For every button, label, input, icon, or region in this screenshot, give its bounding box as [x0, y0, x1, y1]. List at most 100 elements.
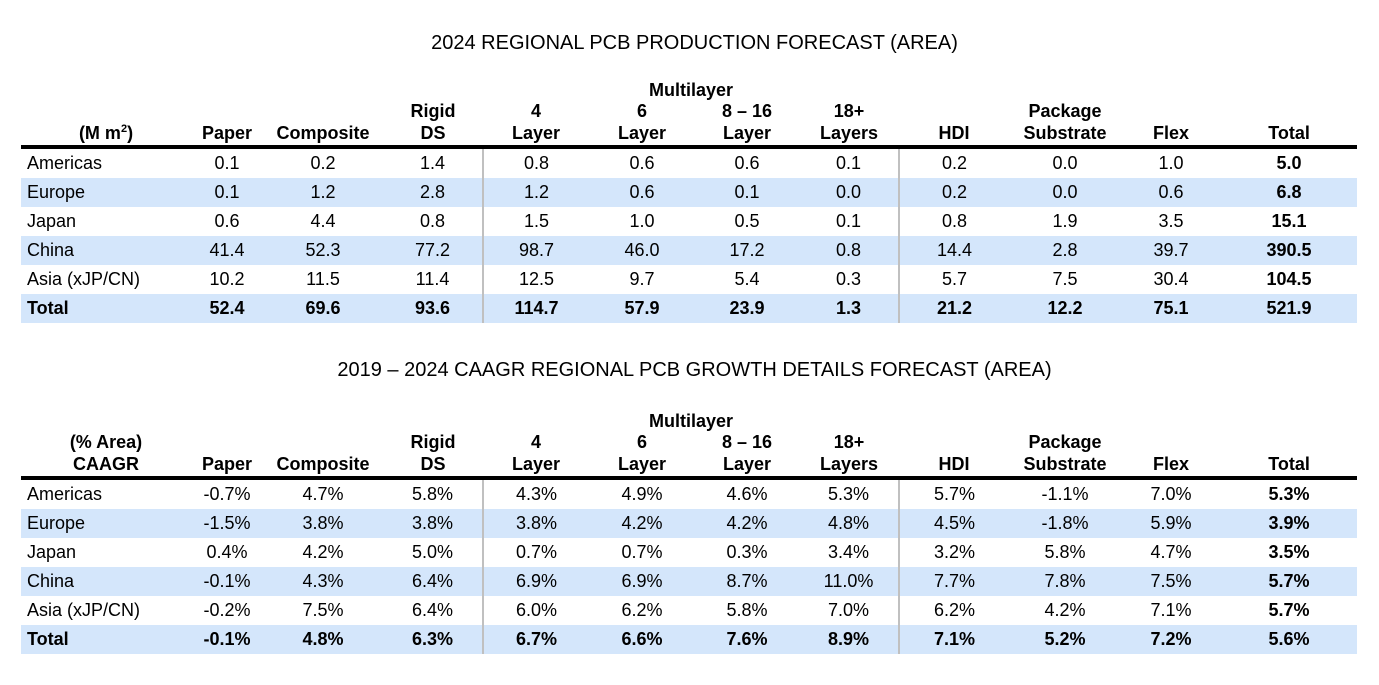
cell-rigid-ds: 5.0% [411, 542, 454, 562]
cell-rigid-ds: 5.8% [411, 484, 454, 504]
column-header-rigid-ds-line1: Rigid [410, 432, 456, 452]
cell-total: 3.9% [1221, 509, 1358, 538]
cell-8-16-layer: 4.2% [695, 509, 799, 538]
cell-composite: 4.4 [310, 211, 336, 231]
cell-8-16-layer: 7.6% [695, 625, 799, 654]
cell-rigid-ds: 77.2 [383, 236, 483, 265]
unit-label-close: ) [127, 123, 134, 143]
cell-hdi: 21.2 [898, 294, 1010, 323]
cell-package-substrate: 0.0 [1009, 178, 1122, 207]
cell-18-layers: 0.1 [836, 211, 862, 231]
column-header-flex-line1 [1121, 431, 1221, 453]
cell-paper: -0.1% [191, 625, 263, 654]
column-header-total-line1 [1221, 100, 1357, 122]
cell-8-16-layer: 17.2 [695, 236, 799, 265]
unit-label-superscript: 2 [120, 123, 128, 135]
cell-4-layer: 12.5 [482, 265, 589, 294]
cell-total: 5.3% [1268, 484, 1310, 504]
column-header-total: Total [1221, 122, 1358, 149]
cell-flex: 39.7 [1121, 236, 1222, 265]
cell-8-16-layer: 0.6 [734, 153, 760, 173]
column-header-18-layers-line1: 18+ [833, 101, 865, 121]
cell-paper: 0.1 [214, 153, 240, 173]
cell-total: 5.7% [1268, 600, 1310, 620]
column-header-flex: Flex [1121, 122, 1222, 149]
cell-18-layers: 0.0 [799, 178, 900, 207]
cell-8-16-layer: 0.5 [734, 211, 760, 231]
column-header-paper: Paper [191, 122, 263, 149]
cell-8-16-layer: 0.3% [726, 542, 768, 562]
cell-6-layer: 4.2% [589, 509, 695, 538]
cell-18-layers: 8.9% [799, 625, 900, 654]
cell-4-layer: 114.7 [482, 294, 589, 323]
cell-6-layer: 6.2% [621, 600, 663, 620]
cell-composite: 4.8% [263, 625, 383, 654]
cell-6-layer: 9.7 [629, 269, 655, 289]
table-row: Americas -0.7% 4.7% 5.8% 4.3% 4.9% 4.6% 5.3% 5.7… [21, 478, 1357, 509]
cell-paper: -0.1% [191, 567, 263, 596]
cell-hdi: 0.2 [898, 147, 1010, 178]
table-row: Japan 0.6 4.4 0.8 1.5 1.0 0.5 0.1 0.8 1.9 3.5 15.1 [21, 207, 1357, 236]
cell-composite: 4.7% [302, 484, 344, 504]
cell-18-layers: 5.3% [828, 484, 870, 504]
cell-hdi: 6.2% [898, 596, 1010, 625]
cell-18-layers: 7.0% [828, 600, 870, 620]
cell-4-layer: 6.0% [482, 596, 589, 625]
cell-flex: 0.6 [1121, 178, 1222, 207]
multilayer-group-header: Multilayer [649, 80, 734, 100]
cell-flex: 7.1% [1150, 600, 1192, 620]
cell-4-layer: 0.7% [482, 538, 589, 567]
cell-6-layer: 4.9% [621, 484, 663, 504]
table-row: Asia (xJP/CN) -0.2% 7.5% 6.4% 6.0% 6.2% 5.8% 7.… [21, 596, 1357, 625]
cell-package-substrate: -1.1% [1041, 484, 1089, 504]
cell-composite: 69.6 [263, 294, 383, 323]
cell-flex: 30.4 [1153, 269, 1189, 289]
cell-8-16-layer: 0.1 [695, 178, 799, 207]
production-forecast-table: Multilayer Rigid 4 6 8 – 16 18+ Package (M m2… [21, 80, 1358, 323]
column-header-18-layers: Layers [799, 453, 900, 480]
column-header-6-layer-line1: 6 [636, 101, 647, 121]
cell-paper: 52.4 [191, 294, 263, 323]
cell-package-substrate: -1.8% [1009, 509, 1122, 538]
cell-4-layer: 0.8 [482, 147, 589, 178]
cell-8-16-layer: 23.9 [695, 294, 799, 323]
column-header-4-layer-line1: 4 [530, 432, 541, 452]
column-header-composite: Composite [263, 122, 383, 149]
column-header-6-layer: Layer [589, 453, 695, 480]
cell-composite: 52.3 [263, 236, 383, 265]
column-header-paper-line1 [191, 100, 263, 122]
cell-flex: 3.5 [1158, 211, 1184, 231]
cell-flex: 1.0 [1158, 153, 1184, 173]
region-label: Americas [27, 153, 103, 173]
cell-18-layers: 4.8% [799, 509, 900, 538]
column-header-hdi-line1 [899, 100, 1009, 122]
cell-4-layer: 1.5 [482, 207, 589, 236]
cell-6-layer: 6.6% [589, 625, 695, 654]
cell-rigid-ds: 2.8 [383, 178, 483, 207]
cell-paper: 0.6 [214, 211, 240, 231]
cell-total: 6.8 [1221, 178, 1358, 207]
column-header-8-16-layer-line1: 8 – 16 [721, 432, 773, 452]
cell-paper: 41.4 [191, 236, 263, 265]
unit-label: CAAGR [21, 453, 191, 480]
table-row: Japan 0.4% 4.2% 5.0% 0.7% 0.7% 0.3% 3.4% 3.2% 5.8… [21, 538, 1357, 567]
column-header-18-layers-line1: 18+ [833, 432, 865, 452]
unit-label: (M m2) [21, 122, 191, 149]
cell-6-layer: 1.0 [629, 211, 655, 231]
production-table-title: 2024 REGIONAL PCB PRODUCTION FORECAST (A… [431, 32, 958, 54]
column-header-rigid-ds: DS [383, 122, 483, 149]
cell-6-layer: 0.7% [621, 542, 663, 562]
cell-6-layer: 0.6 [589, 178, 695, 207]
column-header-rigid-ds: DS [383, 453, 483, 480]
cell-rigid-ds: 1.4 [419, 153, 446, 173]
cell-6-layer: 0.6 [629, 153, 655, 173]
growth-table-title: 2019 – 2024 CAAGR REGIONAL PCB GROWTH DE… [337, 359, 1052, 381]
cell-flex: 7.0% [1150, 484, 1192, 504]
region-label: Asia (xJP/CN) [27, 600, 141, 620]
cell-flex: 4.7% [1150, 542, 1192, 562]
cell-flex: 7.5% [1121, 567, 1222, 596]
cell-4-layer: 4.3% [482, 478, 589, 509]
cell-4-layer: 6.7% [482, 625, 589, 654]
column-header-composite: Composite [263, 453, 383, 480]
cell-hdi: 4.5% [898, 509, 1010, 538]
